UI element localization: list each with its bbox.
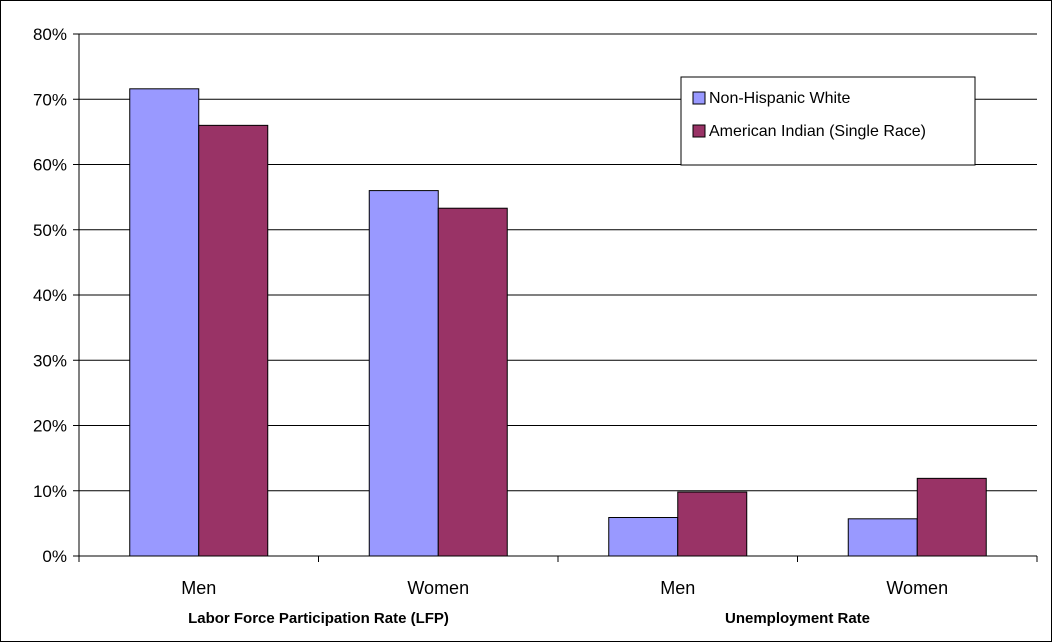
legend-label: Non-Hispanic White: [709, 90, 850, 107]
x-group-label: Unemployment Rate: [725, 610, 870, 627]
y-tick-label: 20%: [33, 417, 67, 436]
y-tick-label: 70%: [33, 90, 67, 109]
y-tick-label: 50%: [33, 221, 67, 240]
y-tick-label: 0%: [42, 547, 67, 566]
bar-american-indian-3: [916, 477, 987, 557]
x-category-label: Men: [660, 578, 695, 598]
bar-non-hispanic-white-2: [608, 517, 679, 557]
legend-box: [680, 76, 976, 166]
bar-american-indian-0: [198, 124, 269, 557]
axis-labels: 0% 10% 20% 30% 40% 50% 60% 70% 80% Men Women Men Wom…: [33, 25, 948, 627]
legend-swatch: [692, 124, 706, 138]
bar-american-indian-1: [437, 207, 508, 557]
bar-non-hispanic-white-3: [847, 518, 918, 557]
bar-non-hispanic-white-1: [368, 190, 439, 557]
legend: Non-Hispanic White American Indian (Singl…: [680, 76, 976, 166]
y-tick-label: 80%: [33, 25, 67, 44]
bars: [129, 88, 987, 557]
legend-swatch: [692, 91, 706, 105]
y-tick-label: 30%: [33, 351, 67, 370]
bar-american-indian-2: [677, 491, 748, 557]
x-category-label: Men: [181, 578, 216, 598]
legend-label: American Indian (Single Race): [709, 123, 926, 140]
y-tick-label: 10%: [33, 482, 67, 501]
x-group-label: Labor Force Participation Rate (LFP): [188, 610, 449, 627]
x-category-label: Women: [886, 578, 948, 598]
bar-non-hispanic-white-0: [129, 88, 200, 557]
x-category-label: Women: [407, 578, 469, 598]
y-tick-label: 60%: [33, 156, 67, 175]
axes: [73, 33, 1038, 562]
y-tick-label: 40%: [33, 286, 67, 305]
